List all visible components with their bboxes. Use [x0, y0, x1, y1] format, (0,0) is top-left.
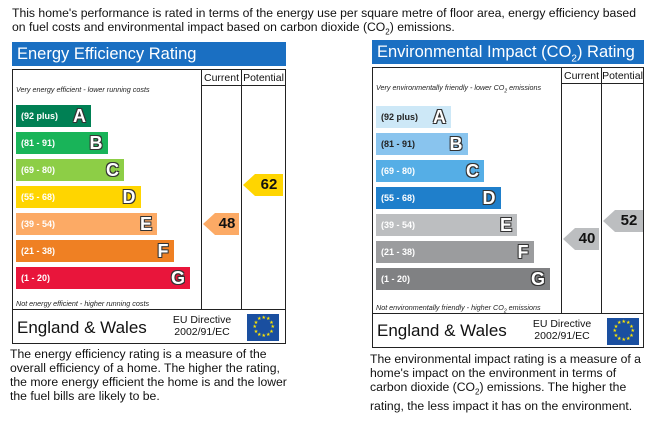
eu-star-icon: ★: [270, 324, 275, 330]
eu-star-icon: ★: [617, 320, 622, 327]
eu-star-icon: ★: [266, 331, 271, 338]
band-b: (81 - 91) B: [16, 132, 108, 154]
eu-star-icon: ★: [613, 323, 619, 330]
energy-efficiency-caption: The energy efficiency rating is a measur…: [10, 347, 287, 403]
environmental-impact-panel: Environmental Impact (CO2) Rating Curren…: [372, 40, 644, 348]
band-range-label: (69 - 80): [381, 166, 416, 176]
potential-column-header: Potential: [602, 70, 643, 82]
eu-star-icon: ★: [621, 319, 626, 325]
eu-star-icon: ★: [261, 333, 266, 339]
band-f: (21 - 38) F: [376, 241, 534, 263]
band-letter: E: [139, 214, 152, 234]
eu-star-icon: ★: [253, 319, 259, 326]
eu-star-icon: ★: [257, 331, 262, 338]
energy-efficiency-panel: Energy Efficiency Rating Current Potenti…: [12, 42, 286, 344]
band-range-label: (92 plus): [21, 111, 59, 121]
eu-star-icon: ★: [266, 316, 271, 323]
top-note: Very energy efficient - lower running co…: [16, 85, 150, 94]
band-range-label: (55 - 68): [381, 193, 416, 203]
band-a: (92 plus) A: [16, 105, 91, 127]
potential-rating-value: 52: [620, 212, 638, 229]
current-rating-arrow: 48: [203, 213, 239, 235]
band-range-label: (1 - 20): [381, 274, 411, 284]
intro-line-1: This home's performance is rated in term…: [12, 6, 636, 20]
eu-star-icon: ★: [617, 335, 622, 342]
eu-star-icon: ★: [269, 319, 274, 326]
band-range-label: (92 plus): [381, 112, 419, 122]
eu-star-icon: ★: [261, 315, 266, 321]
energy-efficiency-frame: Current Potential Very energy efficient …: [12, 69, 286, 344]
intro-text: This home's performance is rated in term…: [12, 6, 648, 39]
eu-star-icon: ★: [257, 316, 262, 323]
band-range-label: (1 - 20): [21, 273, 51, 283]
band-e: (39 - 54) E: [376, 214, 517, 236]
band-letter: D: [482, 188, 496, 208]
band-letter: A: [433, 107, 446, 127]
band-letter: D: [122, 187, 136, 207]
band-letter: G: [530, 269, 545, 289]
band-letter: C: [466, 161, 479, 181]
band-range-label: (21 - 38): [21, 246, 56, 256]
band-letter: G: [170, 268, 185, 288]
eu-star-icon: ★: [630, 328, 635, 334]
eu-flag-icon: ★ ★ ★ ★ ★ ★ ★ ★ ★ ★ ★ ★: [247, 314, 279, 341]
band-range-label: (81 - 91): [381, 139, 416, 149]
environmental-impact-caption: The environmental impact rating is a mea…: [370, 352, 641, 414]
potential-rating-arrow: 52: [603, 210, 643, 232]
band-d: (55 - 68) D: [16, 186, 141, 208]
eu-directive: EU Directive 2002/91/EC: [172, 314, 232, 338]
eu-directive: EU Directive 2002/91/EC: [532, 318, 592, 342]
eu-star-icon: ★: [253, 328, 259, 335]
intro-line-2: on fuel costs and environmental impact b…: [12, 20, 455, 37]
region-label: England & Wales: [17, 318, 147, 337]
current-rating-arrow: 40: [563, 228, 599, 250]
band-range-label: (21 - 38): [381, 247, 416, 257]
bottom-note: Not environmentally friendly - higher CO…: [376, 303, 541, 315]
current-column-header: Current: [563, 70, 599, 82]
band-f: (21 - 38) F: [16, 240, 174, 262]
band-range-label: (81 - 91): [21, 138, 56, 148]
band-d: (55 - 68) D: [376, 187, 501, 209]
eu-star-icon: ★: [613, 332, 619, 339]
band-c: (69 - 80) C: [376, 160, 484, 182]
eu-flag-icon: ★ ★ ★ ★ ★ ★ ★ ★ ★ ★ ★ ★: [607, 318, 639, 345]
band-range-label: (39 - 54): [381, 220, 416, 230]
energy-efficiency-title: Energy Efficiency Rating: [12, 42, 286, 66]
eu-star-icon: ★: [629, 332, 634, 339]
band-letter: F: [157, 241, 169, 261]
band-letter: C: [106, 160, 119, 180]
eu-star-icon: ★: [626, 320, 631, 327]
band-letter: E: [499, 215, 512, 235]
eu-star-icon: ★: [252, 324, 257, 330]
top-note: Very environmentally friendly - lower CO…: [376, 83, 542, 95]
bottom-note: Not energy efficient - higher running co…: [16, 299, 150, 308]
band-letter: A: [73, 106, 86, 126]
environmental-impact-title: Environmental Impact (CO2) Rating: [372, 40, 644, 64]
current-column-header: Current: [203, 72, 239, 84]
band-a: (92 plus) A: [376, 106, 451, 128]
potential-column-header: Potential: [243, 72, 284, 84]
potential-rating-arrow: 62: [243, 174, 283, 196]
band-range-label: (39 - 54): [21, 219, 56, 229]
eu-star-icon: ★: [621, 337, 626, 343]
band-e: (39 - 54) E: [16, 213, 157, 235]
band-range-label: (55 - 68): [21, 192, 56, 202]
eu-star-icon: ★: [629, 323, 634, 330]
band-c: (69 - 80) C: [16, 159, 124, 181]
current-rating-value: 48: [218, 215, 236, 232]
band-b: (81 - 91) B: [376, 133, 468, 155]
band-letter: B: [89, 133, 103, 153]
band-letter: F: [517, 242, 529, 262]
band-g: (1 - 20) G: [16, 267, 190, 289]
band-range-label: (69 - 80): [21, 165, 56, 175]
current-rating-value: 40: [578, 230, 596, 247]
eu-star-icon: ★: [612, 328, 617, 334]
environmental-impact-frame: Current Potential Very environmentally f…: [372, 67, 644, 348]
band-letter: B: [449, 134, 463, 154]
eu-star-icon: ★: [626, 335, 631, 342]
eu-star-icon: ★: [269, 328, 274, 335]
region-label: England & Wales: [377, 321, 507, 340]
band-g: (1 - 20) G: [376, 268, 550, 290]
potential-rating-value: 62: [260, 176, 278, 193]
